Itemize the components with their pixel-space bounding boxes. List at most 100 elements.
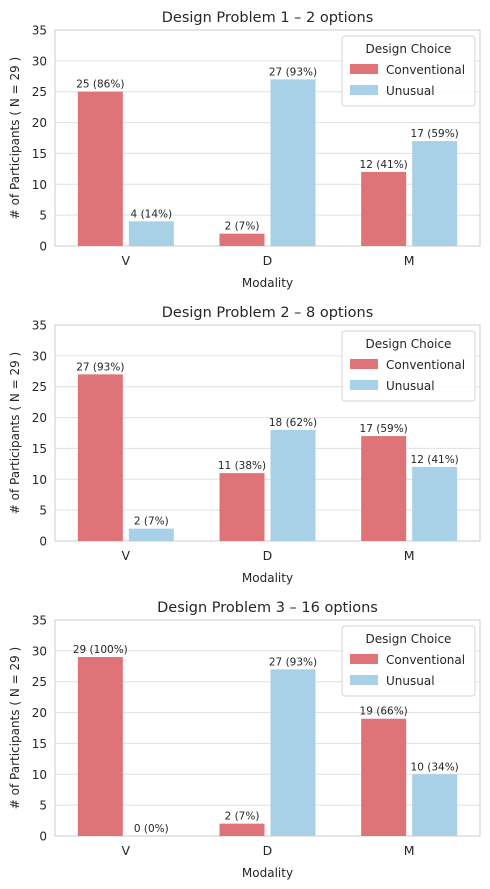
x-axis-label: Modality — [242, 276, 293, 290]
bar-data-label: 12 (41%) — [360, 159, 408, 171]
y-tick-label: 35 — [32, 24, 47, 38]
x-tick-label: M — [404, 843, 415, 858]
y-tick-label: 25 — [32, 675, 47, 689]
bar-conventional-m — [361, 436, 407, 541]
bar-data-label: 19 (66%) — [360, 706, 408, 718]
bar-data-label: 2 (7%) — [134, 516, 169, 528]
y-tick-label: 25 — [32, 380, 47, 394]
y-tick-label: 10 — [32, 473, 47, 487]
bar-data-label: 4 (14%) — [131, 208, 173, 220]
bar-conventional-v — [77, 91, 123, 246]
y-tick-label: 20 — [32, 411, 47, 425]
y-tick-label: 30 — [32, 54, 47, 68]
chart-3: 0 5 10 15 20 25 30 35 29 (100%) 0 (0%)V 2 (7%) 27 (… — [8, 600, 481, 880]
bar-conventional-d — [219, 233, 265, 246]
y-tick-label: 0 — [39, 240, 47, 254]
y-tick-label: 5 — [39, 799, 47, 813]
plot-frame — [54, 619, 481, 837]
bar-unusual-v — [128, 221, 174, 246]
y-tick-label: 0 — [39, 830, 47, 844]
bar-data-label: 17 (59%) — [360, 423, 408, 435]
bar-data-label: 27 (93%) — [269, 656, 317, 668]
chart-1: 0 5 10 15 20 25 30 35 25 (86%) 4 (14%) V 2 (7%) 27 (… — [8, 10, 481, 290]
y-tick-label: 0 — [39, 535, 47, 549]
bar-conventional-d — [219, 473, 265, 541]
bar-conventional-v — [77, 374, 123, 541]
legend-label-conventional: Conventional — [386, 358, 465, 372]
bar-data-label: 17 (59%) — [411, 128, 459, 140]
bar-data-label: 12 (41%) — [411, 454, 459, 466]
bar-unusual-d — [270, 79, 316, 246]
legend-label-conventional: Conventional — [386, 63, 465, 77]
bar-data-label: 18 (62%) — [269, 417, 317, 429]
bar-conventional-v — [77, 657, 123, 836]
x-axis-label: Modality — [242, 571, 293, 585]
bar-unusual-m — [412, 141, 458, 246]
bar-data-label: 2 (7%) — [225, 811, 260, 823]
legend-swatch-conventional — [350, 64, 378, 74]
y-axis-label: # of Participants ( N = 29 ) — [8, 647, 22, 809]
y-axis-label: # of Participants ( N = 29 ) — [8, 57, 22, 219]
x-tick-label: D — [263, 843, 273, 858]
bar-data-label: 25 (86%) — [76, 79, 124, 91]
x-axis-label: Modality — [242, 866, 293, 880]
y-tick-label: 30 — [32, 644, 47, 658]
y-tick-label: 15 — [32, 147, 47, 161]
legend-swatch-unusual — [350, 85, 378, 95]
y-tick-label: 20 — [32, 116, 47, 130]
bar-data-label: 2 (7%) — [225, 221, 260, 233]
y-tick-label: 5 — [39, 504, 47, 518]
y-tick-label: 25 — [32, 85, 47, 99]
chart-2: 0 5 10 15 20 25 30 35 27 (93%) 2 (7%) V 11 (38%) 18 … — [8, 305, 481, 585]
bar-conventional-m — [361, 171, 407, 246]
x-tick-label: V — [122, 843, 131, 858]
legend-label-unusual: Unusual — [386, 84, 435, 98]
bar-unusual-v — [128, 528, 174, 541]
bar-data-label: 0 (0%) — [134, 823, 169, 835]
bar-conventional-m — [361, 718, 407, 836]
y-tick-label: 10 — [32, 768, 47, 782]
legend-swatch-conventional — [350, 654, 378, 664]
legend: Design Choice Conventional Unusual — [341, 35, 476, 107]
bar-unusual-d — [270, 669, 316, 836]
x-tick-label: M — [404, 253, 415, 268]
bar-conventional-d — [219, 823, 265, 836]
bar-data-label: 27 (93%) — [76, 361, 124, 373]
plot-frame — [54, 324, 481, 542]
bar-data-label: 10 (34%) — [411, 761, 459, 773]
legend-swatch-unusual — [350, 675, 378, 685]
bar-unusual-m — [412, 774, 458, 836]
legend: Design Choice Conventional Unusual — [341, 330, 476, 402]
legend-title: Design Choice — [366, 632, 452, 646]
y-tick-label: 35 — [32, 319, 47, 333]
y-tick-label: 35 — [32, 614, 47, 628]
legend-title: Design Choice — [366, 337, 452, 351]
x-tick-label: V — [122, 253, 131, 268]
x-tick-label: D — [263, 548, 273, 563]
legend-label-unusual: Unusual — [386, 674, 435, 688]
x-tick-label: M — [404, 548, 415, 563]
chart-title: Design Problem 2 – 8 options — [162, 305, 374, 321]
x-tick-label: V — [122, 548, 131, 563]
y-axis-label: # of Participants ( N = 29 ) — [8, 352, 22, 514]
x-tick-label: D — [263, 253, 273, 268]
bar-unusual-m — [412, 466, 458, 541]
y-tick-label: 30 — [32, 349, 47, 363]
y-tick-label: 15 — [32, 442, 47, 456]
bar-data-label: 27 (93%) — [269, 66, 317, 78]
bar-data-label: 29 (100%) — [73, 644, 128, 656]
bar-unusual-d — [270, 429, 316, 541]
bar-data-label: 11 (38%) — [218, 460, 266, 472]
chart-title: Design Problem 3 – 16 options — [157, 600, 378, 616]
plot-frame — [54, 29, 481, 247]
legend-label-unusual: Unusual — [386, 379, 435, 393]
chart-title: Design Problem 1 – 2 options — [162, 10, 374, 26]
legend-swatch-unusual — [350, 380, 378, 390]
y-tick-label: 20 — [32, 706, 47, 720]
legend-label-conventional: Conventional — [386, 653, 465, 667]
legend-title: Design Choice — [366, 42, 452, 56]
y-tick-label: 15 — [32, 737, 47, 751]
legend: Design Choice Conventional Unusual — [341, 625, 476, 697]
y-tick-label: 10 — [32, 178, 47, 192]
